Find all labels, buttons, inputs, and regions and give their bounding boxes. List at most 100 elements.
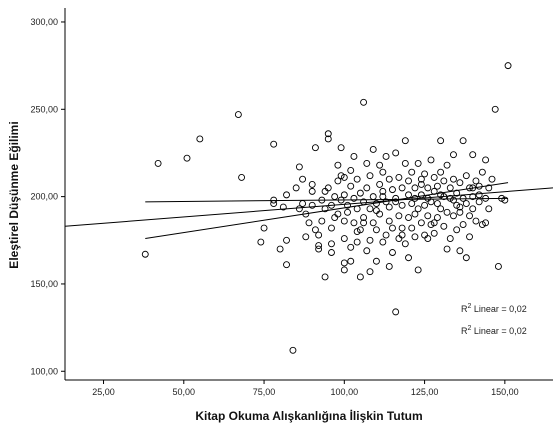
data-point (344, 201, 351, 209)
data-point (462, 200, 470, 208)
data-point (456, 203, 464, 211)
data-point (328, 201, 335, 209)
data-point (366, 205, 374, 213)
data-point (443, 161, 451, 169)
data-point (363, 247, 371, 255)
data-point (482, 156, 490, 164)
data-point (324, 135, 332, 143)
data-point (344, 208, 351, 216)
data-point (392, 198, 400, 206)
data-point (372, 257, 380, 265)
data-point (334, 161, 342, 169)
data-point (311, 226, 319, 234)
data-point (450, 196, 457, 204)
y-tick-label: 150,00 (30, 279, 58, 289)
data-point (289, 346, 297, 354)
data-point (414, 159, 422, 167)
data-point (295, 205, 303, 213)
fit-line (64, 187, 553, 227)
data-point (308, 180, 316, 188)
data-point (491, 105, 499, 113)
data-point (379, 193, 387, 201)
data-point (379, 187, 387, 195)
data-point (324, 184, 332, 192)
data-point (411, 210, 419, 218)
data-point (485, 205, 493, 213)
data-point (334, 210, 342, 218)
data-point (331, 214, 339, 222)
data-point (328, 249, 335, 256)
data-point (328, 224, 335, 232)
fit-line (145, 182, 509, 240)
data-point (462, 172, 470, 180)
data-point (411, 194, 419, 202)
y-tick-label: 100,00 (30, 366, 58, 376)
data-point (417, 219, 425, 227)
data-point (482, 219, 490, 227)
data-point (372, 226, 380, 234)
data-point (308, 187, 316, 195)
data-point (350, 153, 358, 160)
data-points (141, 62, 512, 354)
x-axis-title: Kitap Okuma Alışkanlığına İlişkin Tutum (195, 408, 422, 423)
data-point (430, 187, 438, 195)
data-point (421, 201, 429, 209)
data-point (466, 212, 473, 220)
y-axis-title: Eleştirel Düşünme Eğilimi (7, 121, 21, 268)
data-point (299, 175, 307, 183)
data-point (270, 196, 278, 204)
data-point (372, 200, 380, 208)
data-point (392, 149, 400, 157)
data-point (408, 168, 416, 176)
data-point (475, 182, 483, 190)
data-point (459, 221, 467, 229)
data-point (337, 144, 345, 152)
data-point (450, 212, 457, 220)
data-point (417, 175, 425, 183)
data-point (398, 184, 406, 192)
x-tick-label: 100,00 (331, 387, 359, 397)
data-point (446, 184, 454, 192)
legend-r2-line-1: R2 Linear = 0,02 (461, 303, 527, 314)
data-point (324, 130, 332, 138)
data-point (456, 179, 464, 187)
data-point (469, 193, 477, 201)
data-point (360, 98, 368, 106)
data-point (331, 193, 339, 201)
data-point (302, 210, 310, 218)
data-point (385, 263, 393, 270)
data-point (392, 194, 400, 202)
data-point (340, 217, 348, 225)
data-point (321, 205, 329, 213)
x-tick-label: 25,00 (92, 387, 115, 397)
data-point (494, 263, 502, 270)
data-point (430, 229, 438, 237)
data-point (437, 137, 445, 145)
data-point (279, 203, 287, 211)
data-point (405, 214, 412, 222)
data-point (443, 245, 451, 253)
data-point (183, 154, 191, 162)
data-point (382, 231, 390, 239)
data-point (421, 231, 429, 239)
data-point (395, 173, 403, 181)
data-point (376, 161, 384, 169)
data-point (440, 222, 448, 230)
data-point (353, 238, 361, 246)
data-point (405, 177, 412, 185)
data-point (411, 233, 419, 241)
data-point (366, 236, 374, 244)
data-point (353, 175, 361, 183)
data-point (308, 201, 316, 209)
data-point (299, 200, 307, 208)
data-point (350, 194, 358, 202)
data-point (440, 177, 448, 185)
data-point (437, 191, 445, 199)
data-point (311, 144, 319, 152)
data-point (433, 182, 441, 190)
data-point (360, 198, 368, 206)
data-point (315, 231, 323, 239)
data-point (450, 151, 457, 159)
data-point (469, 184, 477, 192)
data-point (302, 233, 310, 241)
